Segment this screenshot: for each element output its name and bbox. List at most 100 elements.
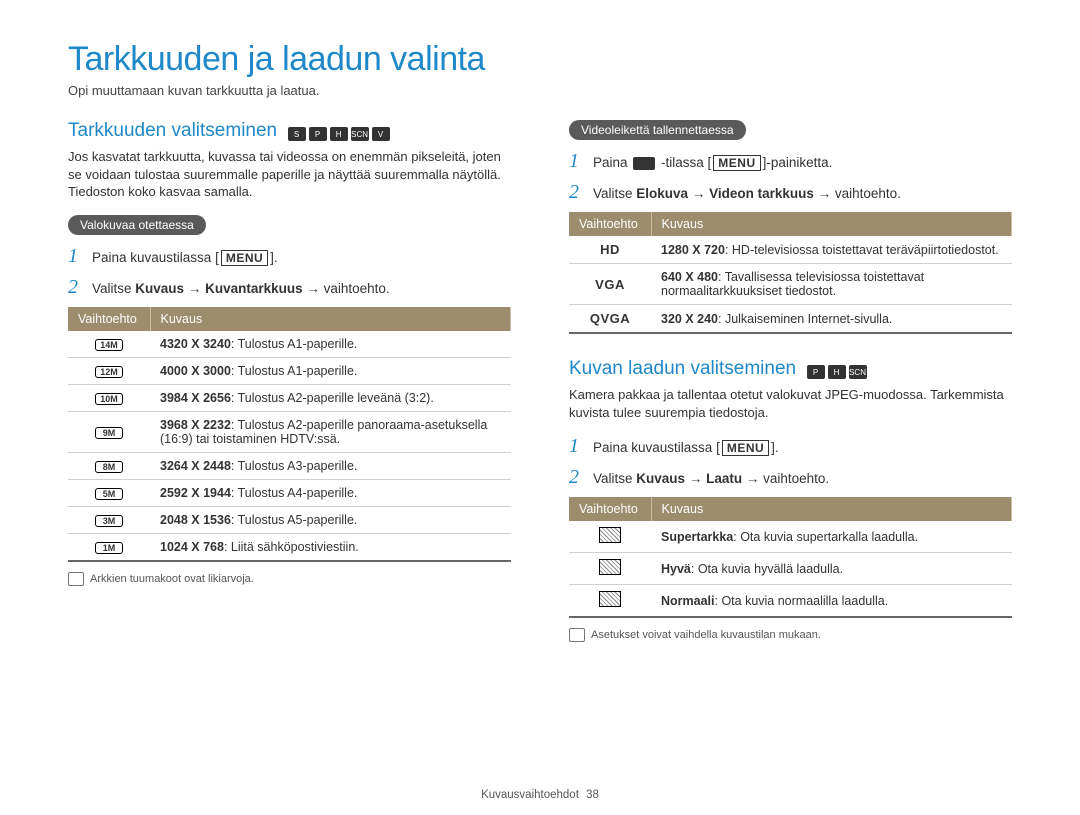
table-header: Kuvaus	[150, 307, 511, 331]
option-cell: 3M	[68, 506, 150, 533]
table-row: 12M4000 X 3000: Tulostus A1-paperille.	[68, 357, 511, 384]
resolution-icon: 10M	[95, 393, 123, 405]
resolution-icon: 1M	[95, 542, 123, 554]
description-cell: 2048 X 1536: Tulostus A5-paperille.	[150, 506, 511, 533]
step-1: 1 Paina kuvaustilassa [MENU].	[569, 435, 1012, 458]
mode-icon: SCN	[351, 127, 369, 141]
mode-icon: P	[807, 365, 825, 379]
mode-icon: H	[330, 127, 348, 141]
option-cell: 10M	[68, 384, 150, 411]
step-2: 2 Valitse Kuvaus → Kuvantarkkuus → vaiht…	[68, 276, 511, 299]
step-text: Valitse Elokuva → Videon tarkkuus → vaih…	[593, 186, 901, 201]
mode-icon: S	[288, 127, 306, 141]
mode-icons-resolution: S P H SCN V	[288, 127, 390, 141]
option-cell: 8M	[68, 452, 150, 479]
option-cell	[569, 521, 651, 553]
description-cell: 3984 X 2656: Tulostus A2-paperille leveä…	[150, 384, 511, 411]
resolution-icon: 14M	[95, 339, 123, 351]
video-format-label: HD	[600, 242, 620, 257]
description-cell: 320 X 240: Julkaiseminen Internet-sivull…	[651, 305, 1012, 334]
step-fragment: Valitse	[593, 471, 636, 486]
table-row: 1M 1024 X 768: Liitä sähköpostiviestiin.	[68, 533, 511, 561]
step-fragment: →	[184, 281, 205, 296]
quality-icon	[599, 559, 621, 575]
page-subtitle: Opi muuttamaan kuvan tarkkuutta ja laatu…	[68, 83, 1012, 98]
description-cell: 1024 X 768: Liitä sähköpostiviestiin.	[150, 533, 511, 561]
menu-button-label: MENU	[221, 250, 268, 266]
option-cell: 14M	[68, 331, 150, 358]
step-fragment: Valitse	[593, 186, 636, 201]
resolution-icon: 12M	[95, 366, 123, 378]
table-row: VGA640 X 480: Tavallisessa televisiossa …	[569, 264, 1012, 305]
table-row: Supertarkka: Ota kuvia supertarkalla laa…	[569, 521, 1012, 553]
step-text: Valitse Kuvaus → Laatu → vaihtoehto.	[593, 471, 829, 486]
footer-page-number: 38	[586, 789, 599, 801]
step-text: Valitse Kuvaus → Kuvantarkkuus → vaihtoe…	[92, 281, 390, 296]
step-number: 1	[569, 435, 583, 458]
step-text: Paina -tilassa [MENU]-painiketta.	[593, 155, 832, 171]
mode-icon: P	[309, 127, 327, 141]
step-bold: Videon tarkkuus	[709, 186, 814, 201]
option-cell	[569, 553, 651, 585]
step-fragment: Paina kuvaustilassa [	[92, 250, 219, 265]
resolution-icon: 3M	[95, 515, 123, 527]
table-header: Kuvaus	[651, 212, 1012, 236]
step-fragment: → vaihtoehto.	[742, 471, 829, 486]
intro-text: Kamera pakkaa ja tallentaa otetut valoku…	[569, 386, 1012, 421]
step-fragment: Valitse	[92, 281, 135, 296]
description-cell: 4320 X 3240: Tulostus A1-paperille.	[150, 331, 511, 358]
pill-photo: Valokuvaa otettaessa	[68, 215, 206, 235]
footer-section: Kuvausvaihtoehdot	[481, 789, 579, 801]
step-number: 1	[68, 245, 82, 268]
step-bold: Elokuva	[636, 186, 688, 201]
page-title: Tarkkuuden ja laadun valinta	[68, 40, 1012, 79]
table-row: 3M 2048 X 1536: Tulostus A5-paperille.	[68, 506, 511, 533]
step-fragment: Paina	[593, 155, 631, 170]
step-1: 1 Paina kuvaustilassa [MENU].	[68, 245, 511, 268]
step-bold: Kuvantarkkuus	[205, 281, 303, 296]
two-column-layout: Tarkkuuden valitseminen S P H SCN V Jos …	[68, 120, 1012, 642]
step-2: 2 Valitse Elokuva → Videon tarkkuus → va…	[569, 181, 1012, 204]
step-2: 2 Valitse Kuvaus → Laatu → vaihtoehto.	[569, 466, 1012, 489]
resolution-table: Vaihtoehto Kuvaus 14M 4320 X 3240: Tulost…	[68, 307, 511, 562]
resolution-icon: 8M	[95, 461, 123, 473]
table-header: Vaihtoehto	[569, 212, 651, 236]
movie-mode-icon	[633, 157, 655, 170]
footnote: Arkkien tuumakoot ovat likiarvoja.	[68, 572, 511, 586]
option-cell: HD	[569, 236, 651, 264]
option-cell: VGA	[569, 264, 651, 305]
table-row: Normaali: Ota kuvia normaalilla laadulla…	[569, 585, 1012, 618]
mode-icon: V	[372, 127, 390, 141]
resolution-icon: 9M	[95, 427, 123, 439]
table-row: 5M2592 X 1944: Tulostus A4-paperille.	[68, 479, 511, 506]
step-fragment: -tilassa [	[657, 155, 711, 170]
step-fragment: →	[688, 186, 709, 201]
menu-button-label: MENU	[722, 440, 769, 456]
step-fragment: ].	[771, 440, 779, 455]
section-heading-quality: Kuvan laadun valitseminen	[569, 358, 796, 380]
mode-icon: SCN	[849, 365, 867, 379]
description-cell: Hyvä: Ota kuvia hyvällä laadulla.	[651, 553, 1012, 585]
table-row: 9M3968 X 2232: Tulostus A2-paperille pan…	[68, 411, 511, 452]
table-row: 10M 3984 X 2656: Tulostus A2-paperille le…	[68, 384, 511, 411]
step-number: 2	[68, 276, 82, 299]
step-bold: Kuvaus	[636, 471, 685, 486]
left-column: Tarkkuuden valitseminen S P H SCN V Jos …	[68, 120, 511, 642]
description-cell: 3264 X 2448: Tulostus A3-paperille.	[150, 452, 511, 479]
table-header: Vaihtoehto	[68, 307, 150, 331]
option-cell: 12M	[68, 357, 150, 384]
description-cell: Supertarkka: Ota kuvia supertarkalla laa…	[651, 521, 1012, 553]
table-row: HD1280 X 720: HD-televisiossa toistettav…	[569, 236, 1012, 264]
description-cell: Normaali: Ota kuvia normaalilla laadulla…	[651, 585, 1012, 618]
step-text: Paina kuvaustilassa [MENU].	[92, 250, 278, 266]
step-fragment: → vaihtoehto.	[814, 186, 901, 201]
step-fragment: → vaihtoehto.	[303, 281, 390, 296]
mode-icons-quality: P H SCN	[807, 365, 867, 379]
step-number: 2	[569, 466, 583, 489]
step-bold: Laatu	[706, 471, 742, 486]
video-resolution-table: Vaihtoehto Kuvaus HD1280 X 720: HD-telev…	[569, 212, 1012, 334]
step-fragment: ].	[270, 250, 278, 265]
quality-icon	[599, 527, 621, 543]
option-cell: QVGA	[569, 305, 651, 334]
footnote: Asetukset voivat vaihdella kuvaustilan m…	[569, 628, 1012, 642]
